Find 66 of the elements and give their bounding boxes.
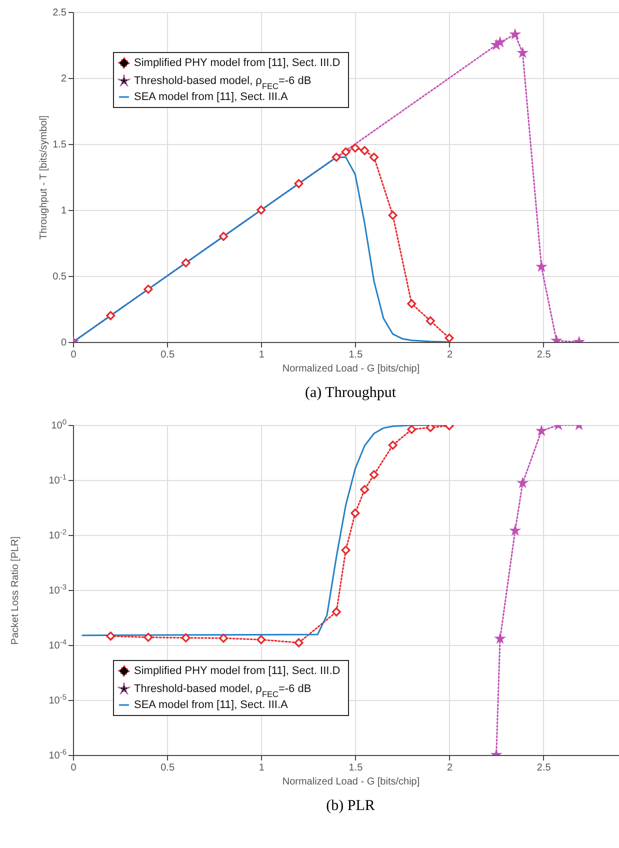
y-axis-title: Packet Loss Ratio [PLR] [10,536,21,645]
point [144,632,153,642]
legend-label: Threshold-based model, ρ$_{FEC}$=-6 dB [134,683,312,698]
point [444,334,454,342]
y-tick-label: 10$^{-5}$ [48,692,66,706]
point [350,143,360,152]
x-tick-label: 1.5 [348,350,364,360]
legend-label: Threshold-based model, ρ$_{FEC}$=-6 dB [134,75,312,90]
point [388,440,398,450]
point [426,316,435,326]
point [426,425,435,432]
y-tick-label: 2 [60,74,67,84]
point [181,633,190,642]
x-tick-label: 2 [446,762,453,774]
x-tick-label: 0.5 [160,762,175,774]
legend-label: SEA model from [11], Sect. III.A [134,91,289,103]
point [360,146,370,156]
x-tick-label: 2.5 [536,762,552,774]
text: (b) PLR [326,798,375,814]
x-tick-label: 2 [446,350,453,360]
point [144,284,153,294]
y-tick-label: 10$^{-6}$ [48,747,66,762]
legend-label: Simplified PHY model from [11], Sect. III.D [134,665,340,677]
point [219,232,228,241]
x-axis-title: Normalized Load - G [bits/chip] [282,776,420,788]
y-tick-label: 10$^{-3}$ [48,582,66,596]
legend-label: Simplified PHY model from [11], Sect. III.D [134,57,340,69]
x-tick-label: 0 [70,762,77,774]
point [350,508,360,518]
point [294,638,304,648]
point [360,485,370,494]
point [219,634,228,643]
y-tick-label: 0.5 [52,272,67,282]
y-tick-label: 10$^{-1}$ [48,472,66,486]
x-tick-label: 1.5 [348,762,364,774]
point [256,205,266,215]
point [256,635,266,644]
point [341,147,350,156]
point [106,632,116,641]
point [332,152,341,162]
point [370,152,379,162]
point [341,546,350,555]
y-tick-label: 1 [60,206,67,216]
x-tick-label: 0 [70,350,77,360]
y-tick-label: 2.5 [52,8,67,18]
legend-label: SEA model from [11], Sect. III.A [134,699,289,711]
point [407,299,416,308]
y-tick-label: 0 [60,338,67,348]
point [407,425,416,434]
point [106,311,116,320]
x-axis-title: Normalized Load - G [bits/chip] [282,364,420,374]
point [388,210,398,220]
point [370,470,379,480]
x-tick-label: 1 [258,762,265,774]
y-tick-label: 10$^{0}$ [51,417,66,432]
y-tick-label: 1.5 [52,140,67,150]
x-tick-label: 2.5 [536,350,552,360]
y-axis-title: Throughput - T [bits/symbol] [38,115,50,240]
x-tick-label: 0.5 [160,350,175,360]
y-tick-label: 10$^{-4}$ [48,637,66,652]
x-tick-label: 1 [258,350,265,360]
point [294,179,304,188]
text: (a) Throughput [305,385,397,401]
point [332,607,341,616]
point [181,258,190,268]
y-tick-label: 10$^{-2}$ [48,527,66,542]
